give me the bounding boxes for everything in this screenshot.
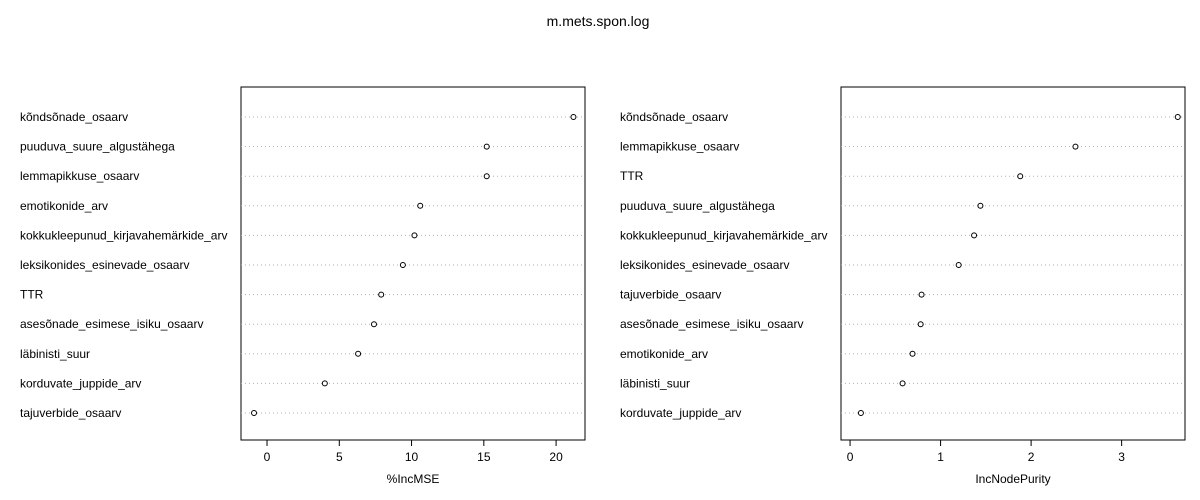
category-label: kõndsõnade_osaarv	[620, 110, 728, 124]
category-label: TTR	[20, 288, 44, 302]
category-label: läbinisti_suur	[20, 347, 90, 361]
figure-title: m.mets.spon.log	[547, 13, 650, 29]
data-point	[370, 321, 377, 328]
data-point	[570, 114, 577, 120]
x-tick-label: 3	[1118, 450, 1125, 464]
category-label: kokkukleepunud_kirjavahemärkide_arv	[620, 228, 827, 242]
category-label: kokkukleepunud_kirjavahemärkide_arv	[20, 228, 227, 242]
category-label: emotikonide_arv	[620, 347, 708, 361]
category-label: leksikonides_esinevade_osaarv	[620, 258, 789, 272]
x-tick-label: 15	[477, 450, 491, 464]
x-tick-label: 1	[937, 450, 944, 464]
dotchart-panel-2: kõndsõnade_osaarv lemmapikkuse_osaarv TTR p…	[620, 86, 1186, 486]
plot-frame	[240, 86, 586, 441]
category-label: korduvate_juppide_arv	[20, 376, 141, 390]
data-point	[1174, 114, 1181, 120]
x-axis-title: %IncMSE	[387, 472, 440, 486]
data-point	[251, 410, 258, 416]
category-label: puuduva_suure_algustähega	[620, 199, 775, 213]
category-label: leksikonides_esinevade_osaarv	[20, 258, 189, 272]
x-tick-label: 0	[847, 450, 854, 464]
data-point	[399, 262, 406, 268]
category-label: emotikonide_arv	[20, 199, 108, 213]
data-point	[1072, 143, 1079, 150]
data-point	[355, 350, 362, 357]
data-point	[857, 410, 864, 416]
data-point	[483, 173, 490, 180]
x-tick-label: 10	[405, 450, 419, 464]
category-label: asesõnade_esimese_isiku_osaarv	[620, 317, 803, 331]
data-point	[909, 350, 916, 357]
data-point	[378, 291, 385, 298]
plot-frame	[840, 86, 1186, 441]
x-tick-label: 2	[1028, 450, 1035, 464]
category-label: korduvate_juppide_arv	[620, 406, 741, 420]
category-label: kõndsõnade_osaarv	[20, 110, 128, 124]
data-point	[977, 202, 984, 209]
category-label: tajuverbide_osaarv	[620, 288, 721, 302]
x-tick-label: 20	[549, 450, 563, 464]
category-label: TTR	[620, 169, 644, 183]
data-point	[417, 202, 424, 209]
category-label: lemmapikkuse_osaarv	[20, 169, 139, 183]
data-point	[321, 380, 328, 387]
data-point	[917, 321, 924, 328]
category-label: lemmapikkuse_osaarv	[620, 140, 739, 154]
x-axis-title: IncNodePurity	[975, 472, 1050, 486]
data-point	[1017, 173, 1024, 180]
dotchart-panel-1: kõndsõnade_osaarv puuduva_suure_algustähe…	[20, 86, 586, 486]
category-label: läbinisti_suur	[620, 376, 690, 390]
data-point	[955, 262, 962, 268]
x-tick-label: 5	[336, 450, 343, 464]
x-tick-label: 0	[264, 450, 271, 464]
data-point	[971, 232, 978, 239]
data-point	[918, 291, 925, 298]
category-label: asesõnade_esimese_isiku_osaarv	[20, 317, 203, 331]
data-point	[899, 380, 906, 387]
data-point	[411, 232, 418, 239]
data-point	[483, 143, 490, 150]
category-label: puuduva_suure_algustähega	[20, 140, 175, 154]
category-label: tajuverbide_osaarv	[20, 406, 121, 420]
